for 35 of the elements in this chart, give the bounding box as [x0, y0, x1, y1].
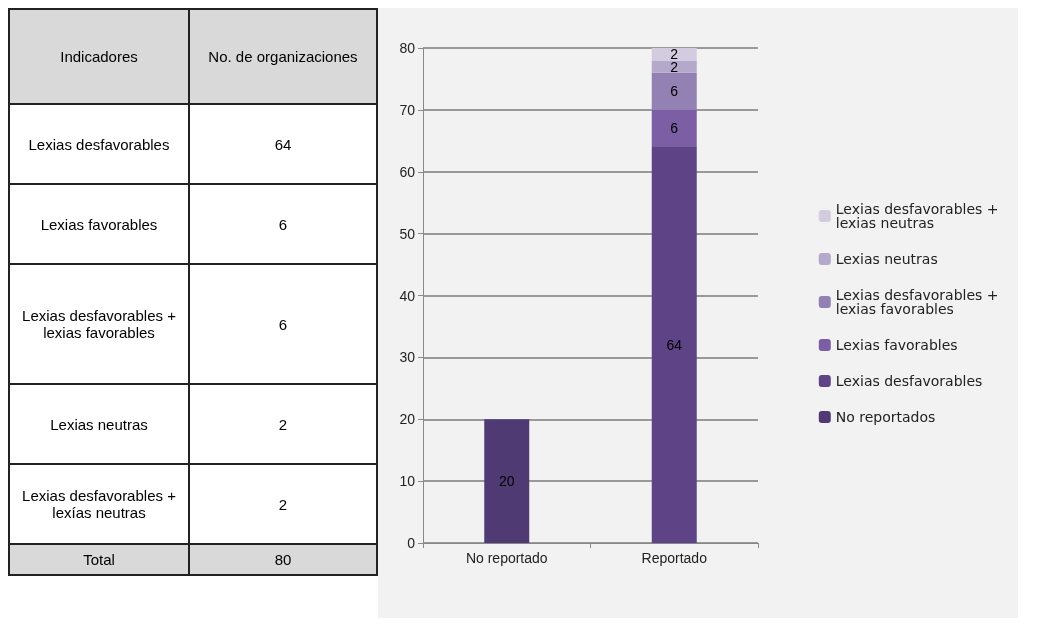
y-tick-label: 0: [407, 535, 416, 551]
data-label: 6: [189, 264, 377, 384]
y-tick-label: 50: [399, 225, 416, 242]
legend-label: Lexias desfavorables + lexias favorables: [835, 287, 1004, 317]
data-label: 2: [189, 464, 377, 544]
category-label: Lexias neutras: [9, 384, 189, 464]
text: 80: [274, 551, 292, 568]
y-tick-label: 60: [399, 163, 416, 180]
legend-label: Lexias desfavorables: [835, 373, 983, 389]
legend-label: Lexias neutras: [835, 251, 938, 267]
x-tick-label: No reportado: [465, 550, 548, 566]
y-tick-label: 20: [399, 411, 416, 428]
y-tick-label: 10: [399, 473, 416, 490]
text: No. de organizaciones: [189, 9, 377, 104]
data-label: 2: [189, 384, 377, 464]
y-tick-label: 70: [399, 101, 416, 118]
y-tick-label: 30: [399, 349, 416, 366]
text: Indicadores: [9, 9, 189, 104]
text: Total: [9, 544, 189, 575]
legend-label: Lexias favorables: [835, 337, 958, 353]
x-tick-label: Reportado: [641, 550, 708, 566]
y-tick-label: 40: [399, 287, 416, 304]
category-label: Lexias desfavorables: [9, 104, 189, 184]
legend-label: No reportados: [835, 409, 936, 425]
data-label: 64: [666, 337, 683, 353]
data-label: 6: [670, 83, 679, 100]
y-tick-label: 80: [399, 40, 416, 56]
category-label: Lexias desfavorables + lexías neutras: [9, 464, 189, 544]
data-label: 6: [670, 120, 679, 137]
category-label: Lexias favorables: [9, 184, 189, 264]
category-label: Lexias desfavorables + lexias favorables: [9, 264, 189, 384]
data-label: 6: [189, 184, 377, 264]
legend-label: Lexias desfavorables + lexias neutras: [835, 201, 1004, 231]
data-label: 64: [189, 104, 377, 184]
data-label: 20: [498, 473, 515, 490]
